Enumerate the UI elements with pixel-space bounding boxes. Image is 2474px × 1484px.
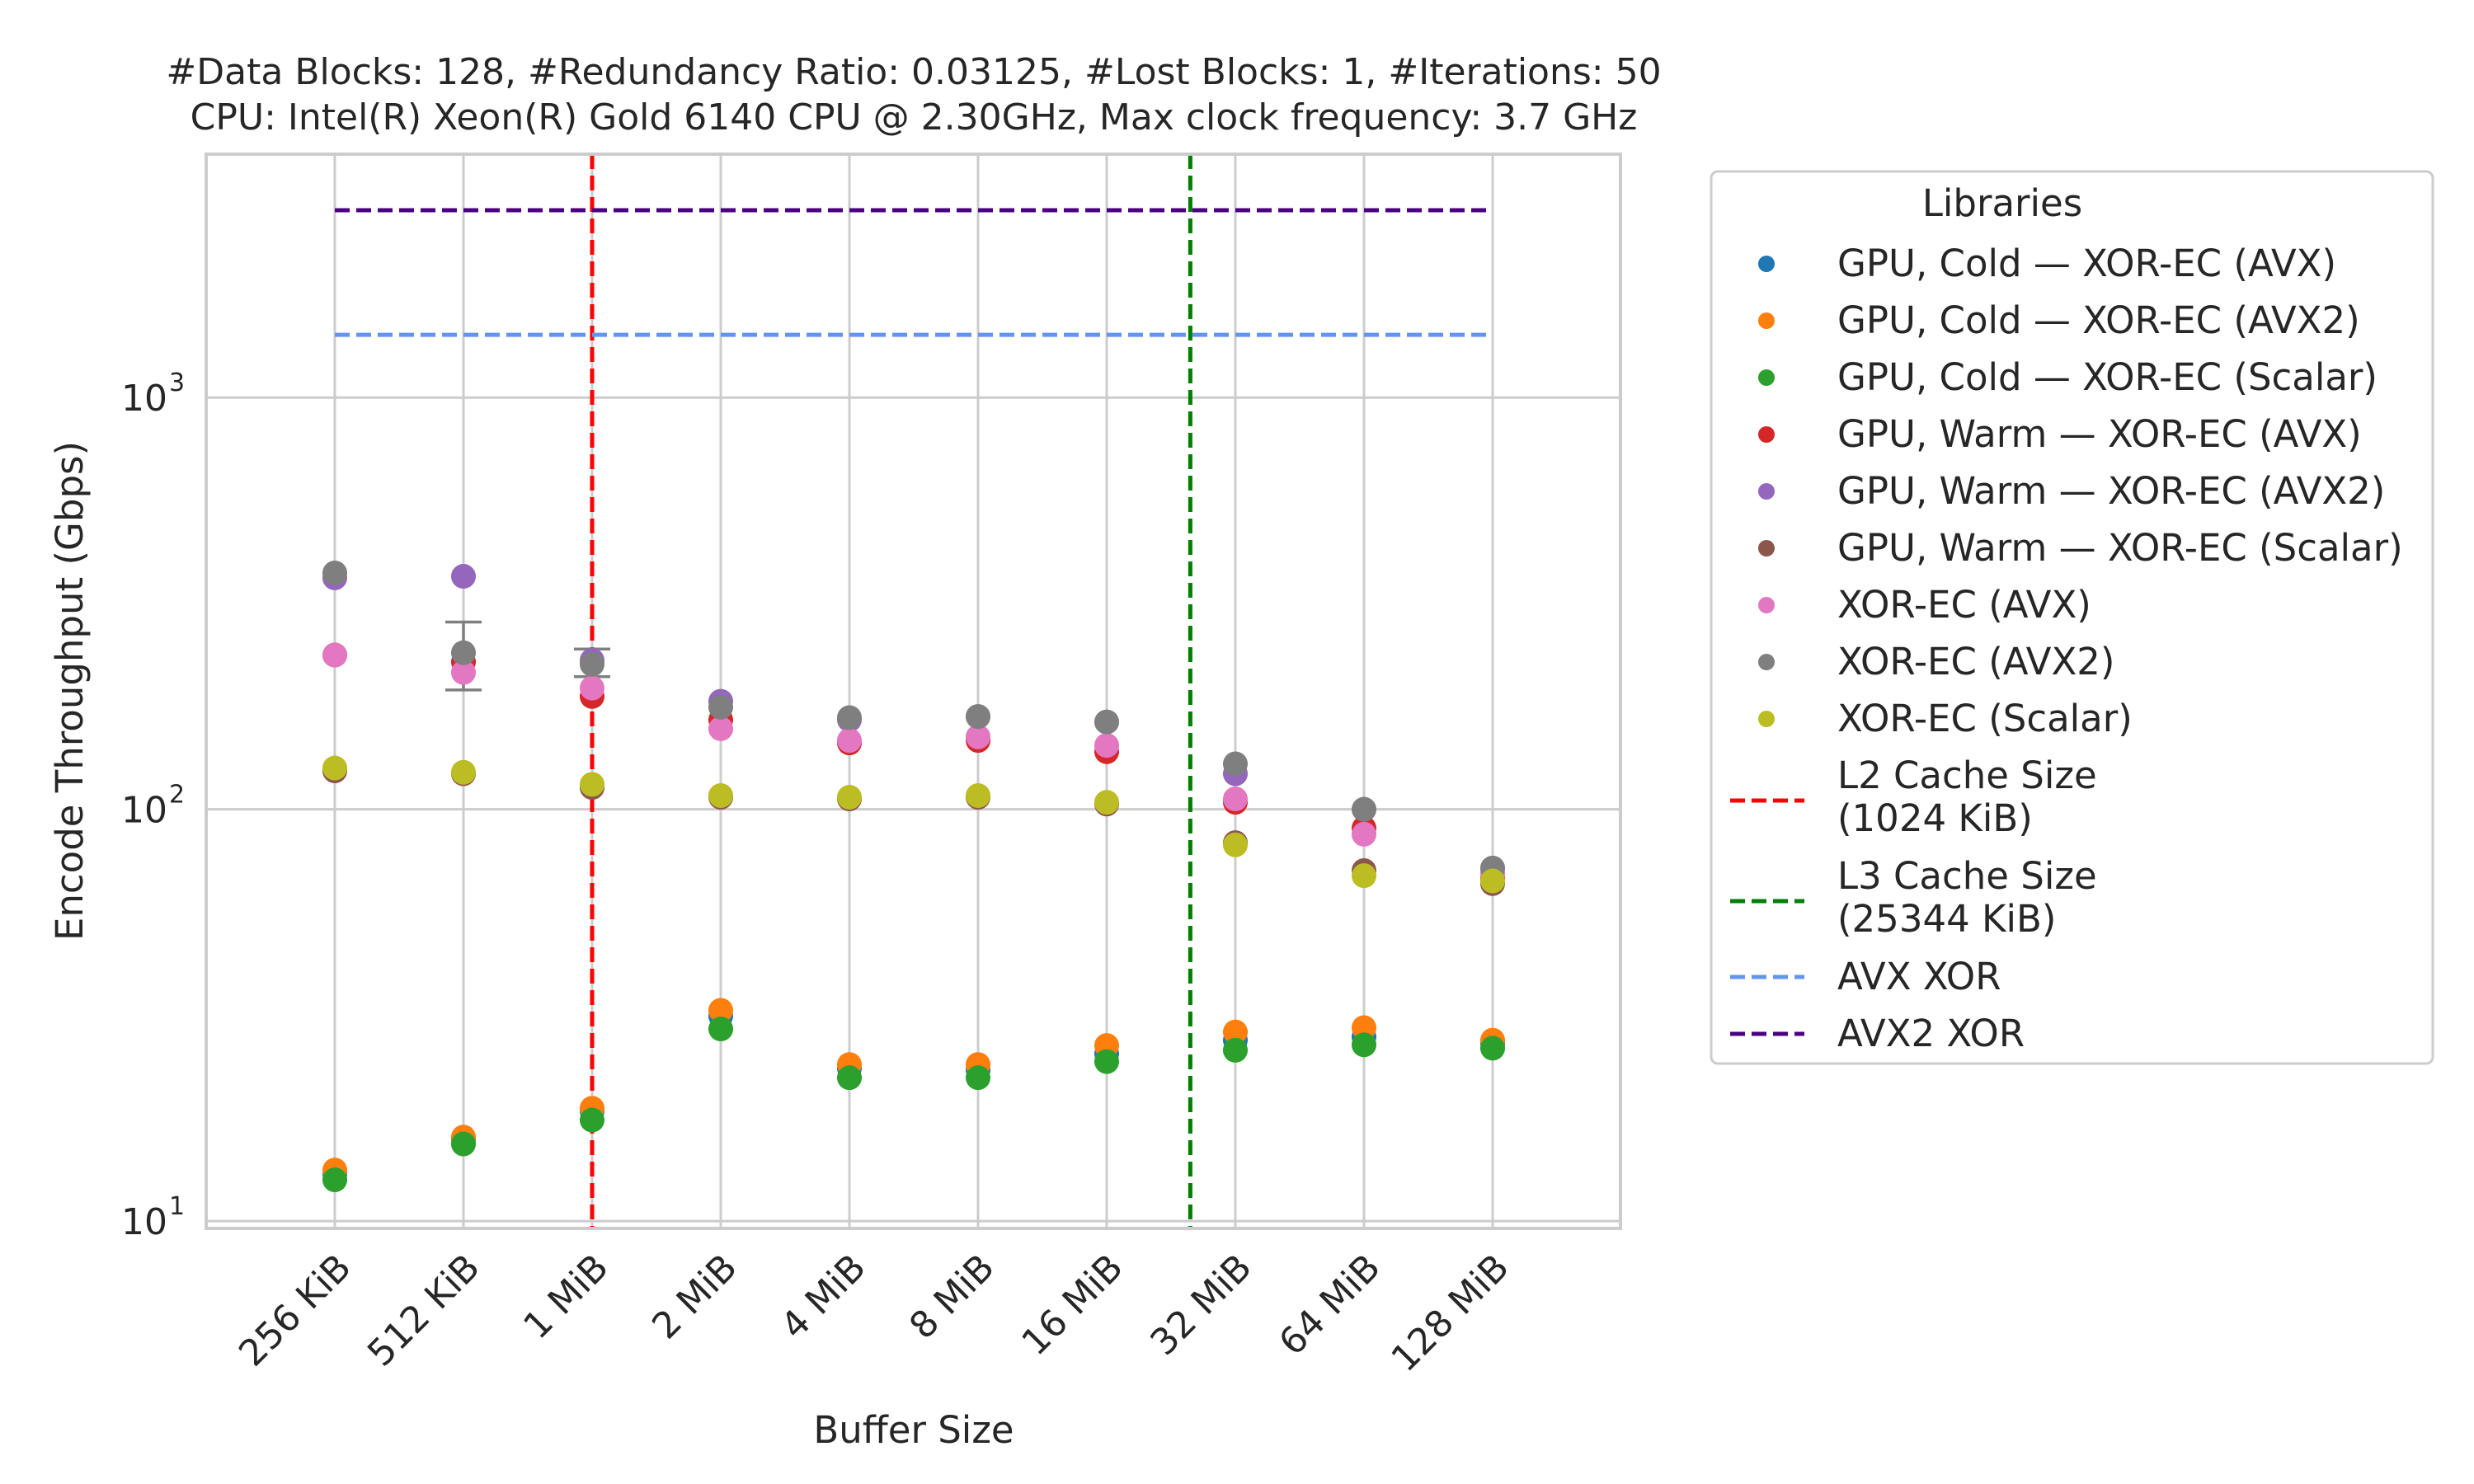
data-point — [1094, 733, 1119, 758]
legend-marker — [1758, 483, 1775, 500]
legend-label: XOR-EC (AVX) — [1837, 583, 2091, 627]
data-point — [451, 759, 476, 785]
data-point — [580, 772, 604, 797]
legend-label: L2 Cache Size — [1837, 754, 2097, 797]
legend-marker — [1758, 597, 1775, 613]
legend-title: Libraries — [1922, 181, 2082, 225]
y-axis-label: Encode Throughput (Gbps) — [48, 441, 92, 941]
y-tick-exponent: 3 — [169, 369, 185, 397]
data-point — [708, 716, 733, 741]
data-point — [1094, 790, 1119, 815]
data-point — [1094, 1049, 1119, 1074]
data-point — [837, 728, 862, 754]
x-tick-label: 2 MiB — [644, 1247, 745, 1348]
legend-label: (1024 KiB) — [1837, 796, 2033, 840]
data-point — [580, 675, 604, 701]
legend-label: GPU, Warm — XOR-EC (AVX) — [1837, 412, 2362, 456]
x-tick-label: 8 MiB — [901, 1247, 1003, 1348]
data-point — [837, 705, 862, 730]
legend-label: XOR-EC (Scalar) — [1837, 697, 2133, 740]
x-tick-label: 4 MiB — [773, 1247, 874, 1348]
legend: Libraries GPU, Cold — XOR-EC (AVX)GPU, C… — [1710, 170, 2434, 1065]
grid — [206, 154, 1620, 1228]
legend-marker — [1758, 312, 1775, 329]
data-point — [708, 1016, 733, 1041]
legend-label: XOR-EC (AVX2) — [1837, 640, 2114, 683]
legend-frame — [1710, 170, 2434, 1065]
data-point — [966, 1065, 990, 1091]
data-point — [451, 1131, 476, 1157]
legend-items: GPU, Cold — XOR-EC (AVX) GPU, Cold — XOR-… — [1730, 242, 2403, 1055]
data-point — [451, 640, 476, 665]
data-point — [322, 1167, 347, 1193]
data-point — [1223, 751, 1248, 777]
x-tick-label: 16 MiB — [1014, 1247, 1131, 1364]
legend-marker — [1758, 369, 1775, 386]
data-point — [1480, 1036, 1505, 1061]
data-point — [1352, 1015, 1376, 1040]
data-point — [966, 724, 990, 749]
data-point — [1094, 709, 1119, 735]
data-point — [322, 560, 347, 585]
data-point — [580, 651, 604, 677]
data-point — [580, 1107, 604, 1133]
data-point — [708, 998, 733, 1023]
y-tick-label: 10 — [121, 378, 167, 420]
data-point — [1352, 863, 1376, 889]
x-tick-label: 512 KiB — [360, 1247, 488, 1375]
data-point — [1352, 796, 1376, 822]
y-tick-exponent: 2 — [169, 781, 185, 810]
plot-frame — [205, 153, 1622, 1230]
legend-label: GPU, Warm — XOR-EC (AVX2) — [1837, 469, 2385, 513]
legend-marker — [1758, 426, 1775, 443]
data-point — [322, 642, 347, 668]
reference-lines — [335, 154, 1493, 1228]
data-point — [837, 1065, 862, 1091]
data-point — [451, 660, 476, 685]
data-point — [1223, 1037, 1248, 1063]
data-point — [966, 704, 990, 730]
legend-label: GPU, Cold — XOR-EC (Scalar) — [1837, 355, 2378, 399]
legend-label: GPU, Cold — XOR-EC (AVX2) — [1837, 298, 2360, 342]
legend-label: GPU, Warm — XOR-EC (Scalar) — [1837, 526, 2403, 570]
x-tick-label: 256 KiB — [231, 1247, 360, 1375]
data-point — [708, 782, 733, 808]
legend-label: AVX2 XOR — [1837, 1012, 2025, 1055]
data-point — [837, 785, 862, 810]
x-tick-label: 128 MiB — [1384, 1247, 1517, 1380]
data-point — [322, 755, 347, 781]
data-point — [1480, 868, 1505, 894]
y-tick-exponent: 1 — [169, 1192, 185, 1221]
y-tick-label: 10 — [121, 1201, 167, 1243]
data-point — [1223, 787, 1248, 812]
data-point — [1223, 832, 1248, 857]
x-axis-label: Buffer Size — [813, 1408, 1014, 1452]
data-point — [1352, 821, 1376, 847]
legend-marker — [1758, 256, 1775, 272]
legend-label: AVX XOR — [1837, 955, 2001, 998]
error-bars — [322, 571, 1505, 1181]
legend-label: (25344 KiB) — [1837, 897, 2056, 941]
x-tick-label: 64 MiB — [1271, 1247, 1388, 1364]
legend-label: GPU, Cold — XOR-EC (AVX) — [1837, 242, 2336, 285]
y-tick-label: 10 — [121, 790, 167, 832]
legend-marker — [1758, 711, 1775, 727]
data-point — [966, 782, 990, 808]
legend-marker — [1758, 540, 1775, 556]
data-points — [322, 560, 1505, 1193]
data-point — [708, 694, 733, 720]
chart-title: #Data Blocks: 128, #Redundancy Ratio: 0.… — [166, 51, 1661, 93]
x-tick-label: 1 MiB — [515, 1247, 617, 1348]
x-tick-label: 32 MiB — [1142, 1247, 1259, 1364]
data-point — [1352, 1032, 1376, 1058]
x-tick-labels: 256 KiB 512 KiB 1 MiB 2 MiB 4 MiB 8 MiB 16 MiB… — [231, 1247, 1517, 1380]
chart-subtitle: CPU: Intel(R) Xeon(R) Gold 6140 CPU @ 2.… — [190, 96, 1638, 139]
legend-label: L3 Cache Size — [1837, 854, 2097, 898]
legend-marker — [1758, 654, 1775, 670]
data-point — [1223, 1019, 1248, 1045]
data-point — [451, 564, 476, 589]
